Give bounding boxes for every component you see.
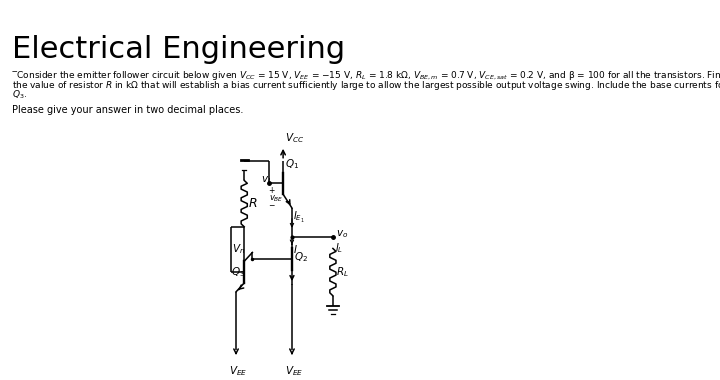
Text: the value of resistor $R$ in kΩ that will establish a bias current sufficiently : the value of resistor $R$ in kΩ that wil… [12,79,720,92]
Text: $Q_3$.: $Q_3$. [12,89,27,101]
Text: $I_{E_1}$: $I_{E_1}$ [293,210,305,225]
Text: $V_{CC}$: $V_{CC}$ [285,131,305,145]
Text: $R_L$: $R_L$ [336,265,349,279]
Text: $Q_2$: $Q_2$ [294,250,308,264]
Text: Please give your answer in two decimal places.: Please give your answer in two decimal p… [12,105,243,114]
Text: $v_o$: $v_o$ [336,228,348,239]
Text: $R$: $R$ [248,197,258,210]
Text: $v_I$: $v_I$ [261,174,271,186]
Text: −: − [268,201,274,210]
Text: +: + [268,186,274,195]
Text: ̅Consider the emitter follower circuit below given $V_{CC}$ = 15 V, $V_{EE}$ = −: ̅Consider the emitter follower circuit b… [12,69,720,82]
Text: $V_{EE}$: $V_{EE}$ [285,364,303,378]
Text: $v_{BE}$: $v_{BE}$ [269,193,284,204]
Text: $V_n$: $V_n$ [232,242,245,256]
Text: Electrical Engineering: Electrical Engineering [12,35,346,63]
Text: $V_{EE}$: $V_{EE}$ [229,364,248,378]
Text: $I_L$: $I_L$ [335,242,343,255]
Text: $Q_3$: $Q_3$ [230,265,245,279]
Text: $I$: $I$ [293,242,298,255]
Text: $Q_1$: $Q_1$ [285,157,300,171]
